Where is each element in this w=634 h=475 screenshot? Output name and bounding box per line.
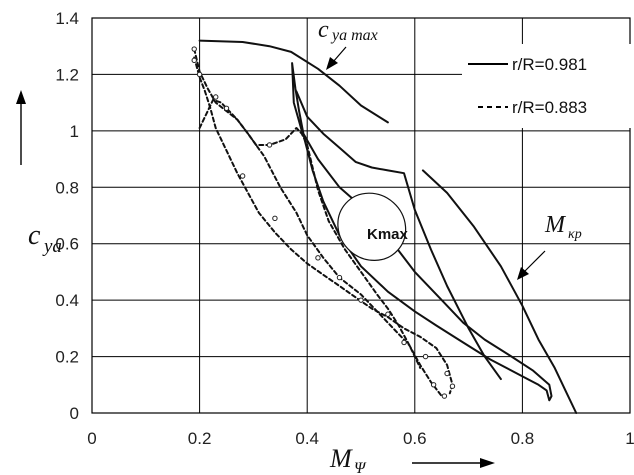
annotation-cya-max-arrow xyxy=(332,46,347,63)
y-tick-label: 1 xyxy=(70,122,79,141)
annotation-m-kp-arrowhead xyxy=(517,267,529,280)
y-tick-label: 0.8 xyxy=(55,178,79,197)
series-1-marker xyxy=(191,57,197,64)
annotation-cya-max-main: c xyxy=(318,17,329,43)
x-tick-label: 0.8 xyxy=(511,429,535,448)
annotation-cya-max-sub: ya max xyxy=(330,27,378,44)
series-1-marker xyxy=(191,46,197,52)
legend-label-0: r/R=0.981 xyxy=(512,55,587,74)
series-1-marker xyxy=(213,94,219,100)
y-tick-label: 1.4 xyxy=(55,9,79,28)
y-tick-label: 1.2 xyxy=(55,65,79,84)
legend: r/R=0.981 r/R=0.883 xyxy=(462,44,632,128)
plot-frame xyxy=(91,17,631,414)
series-1-marker xyxy=(239,173,246,179)
legend-label-1: r/R=0.883 xyxy=(512,98,587,117)
x-axis-label-main: M xyxy=(329,444,353,473)
series-1-marker xyxy=(430,382,437,388)
x-axis-label: M Ψ xyxy=(329,444,367,475)
annotation-m-kp: M κp xyxy=(517,212,582,280)
series-1-line-1 xyxy=(193,56,454,395)
x-tick-label: 0 xyxy=(87,429,96,448)
x-axis-label-sub: Ψ xyxy=(354,460,367,475)
annotation-m-kp-arrow xyxy=(523,250,546,273)
y-axis-label: c ya xyxy=(28,220,62,257)
y-axis-label-main: c xyxy=(28,220,41,251)
series-1-marker xyxy=(449,383,456,389)
kmax-label: Kmax xyxy=(367,226,409,243)
series-layer xyxy=(191,39,578,414)
series-0-line-2 xyxy=(295,90,502,381)
series-1-marker xyxy=(272,215,278,222)
series-1-marker xyxy=(422,353,429,360)
series-1-marker xyxy=(196,71,203,78)
y-tick-label: 0.6 xyxy=(55,235,79,254)
x-tick-label: 1 xyxy=(625,429,634,448)
x-tick-label: 0.4 xyxy=(295,429,319,448)
kmax-ellipse xyxy=(337,192,407,261)
x-tick-label: 0.2 xyxy=(188,429,212,448)
series-1-marker xyxy=(266,142,273,148)
x-axis-arrow xyxy=(412,458,495,468)
y-axis-arrow xyxy=(16,90,26,165)
series-1-marker xyxy=(336,274,343,281)
series-1-marker xyxy=(441,393,448,399)
series-0-line-0 xyxy=(198,39,389,124)
series-1-line-2 xyxy=(198,98,422,369)
y-axis-label-sub: ya xyxy=(42,236,62,257)
series-1-marker xyxy=(223,105,230,111)
y-tick-label: 0.2 xyxy=(55,348,79,367)
series-0-line-3 xyxy=(421,169,578,414)
tick-labels: 0 0.2 0.4 0.6 0.8 1 0 0.2 0.4 0.6 0.8 1 1.2 1.4 xyxy=(55,9,634,448)
y-tick-label: 0.4 xyxy=(55,291,79,310)
series-1-marker xyxy=(358,297,364,303)
annotation-m-kp-main: M xyxy=(544,212,567,238)
annotation-m-kp-sub: κp xyxy=(568,227,582,242)
legend-box xyxy=(462,44,632,128)
x-tick-label: 0.6 xyxy=(403,429,427,448)
annotation-cya-max: c ya max xyxy=(318,17,378,70)
annotation-cya-max-arrowhead xyxy=(326,57,338,70)
series-1-marker xyxy=(401,339,407,346)
series-1-marker xyxy=(385,311,391,317)
series-1-marker xyxy=(444,370,450,377)
series-1-marker xyxy=(315,255,321,261)
y-tick-label: 0 xyxy=(70,404,79,423)
